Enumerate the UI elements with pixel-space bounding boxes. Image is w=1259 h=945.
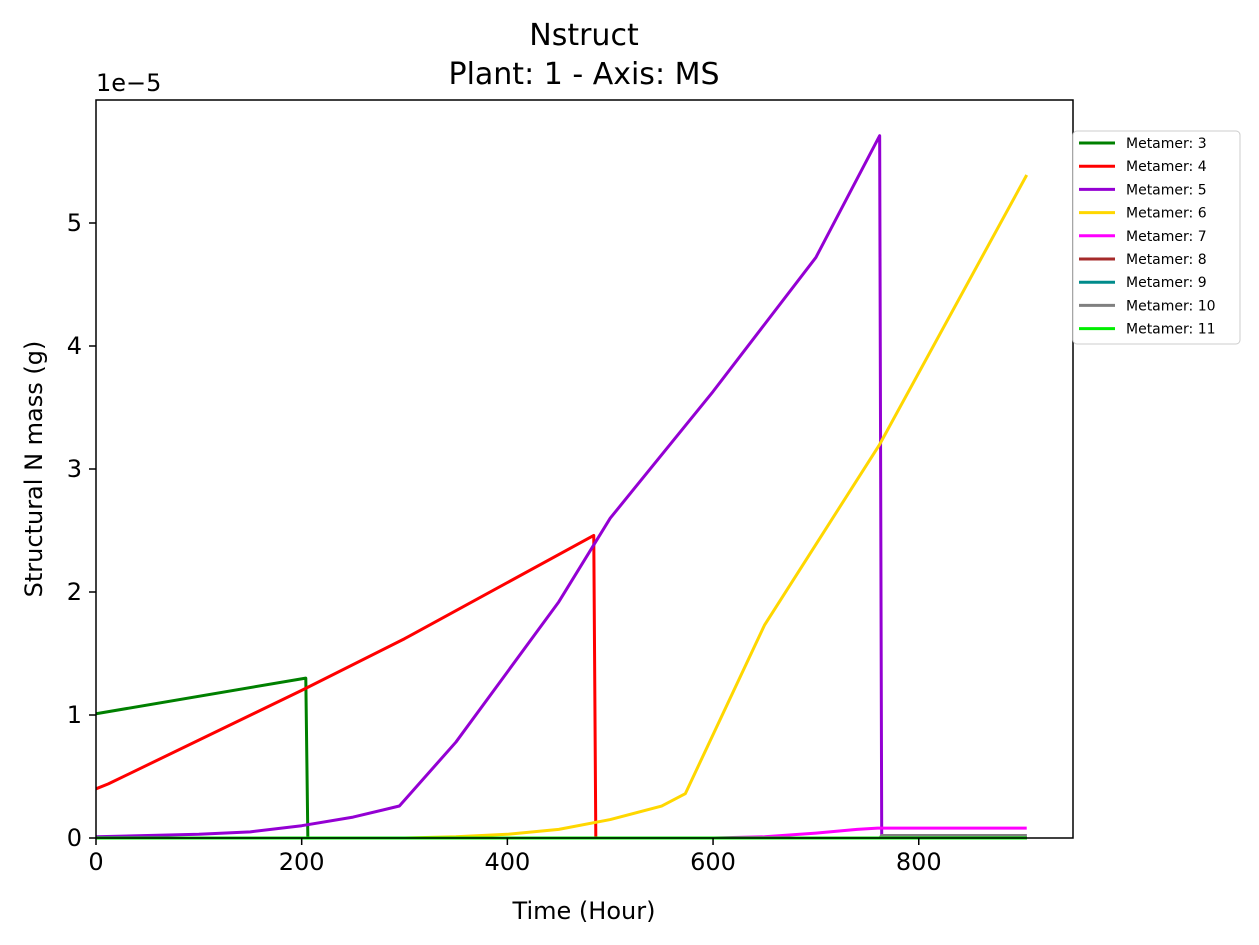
y-tick-label: 0 (67, 824, 82, 852)
legend-label: Metamer: 10 (1126, 298, 1216, 314)
legend-frame (1072, 130, 1241, 345)
plot-frame (95, 99, 1074, 839)
x-tick-label: 200 (279, 848, 325, 876)
y-axis-label: Structural N mass (g) (20, 341, 48, 598)
x-tick-label: 400 (484, 848, 530, 876)
legend-label: Metamer: 3 (1126, 136, 1207, 152)
y-tick-label: 2 (67, 578, 82, 606)
legend-label: Metamer: 7 (1126, 229, 1207, 245)
legend-label: Metamer: 11 (1126, 322, 1216, 338)
legend-label: Metamer: 5 (1126, 182, 1207, 198)
legend-label: Metamer: 6 (1126, 206, 1207, 222)
chart-title: Nstruct (529, 18, 639, 53)
legend-label: Metamer: 4 (1126, 159, 1207, 175)
legend-label: Metamer: 9 (1126, 275, 1207, 291)
y-tick-label: 1 (67, 701, 82, 729)
legend-label: Metamer: 8 (1126, 252, 1207, 268)
y-tick-label: 3 (67, 455, 82, 483)
x-axis-ticks: 0 200 400 600 800 (88, 838, 942, 876)
y-offset-text: 1e−5 (96, 69, 161, 97)
x-tick-label: 0 (88, 848, 103, 876)
x-tick-label: 800 (896, 848, 942, 876)
y-axis-ticks: 0 1 2 3 4 5 (67, 209, 96, 852)
legend: Metamer: 3 Metamer: 4 Metamer: 5 Metamer: 6… (1072, 130, 1241, 345)
x-tick-label: 600 (690, 848, 736, 876)
x-axis-label: Time (Hour) (512, 897, 656, 925)
chart-subtitle: Plant: 1 - Axis: MS (448, 57, 719, 92)
y-tick-label: 4 (67, 332, 82, 360)
series-line-3 (95, 134, 1027, 839)
y-tick-label: 5 (67, 209, 82, 237)
